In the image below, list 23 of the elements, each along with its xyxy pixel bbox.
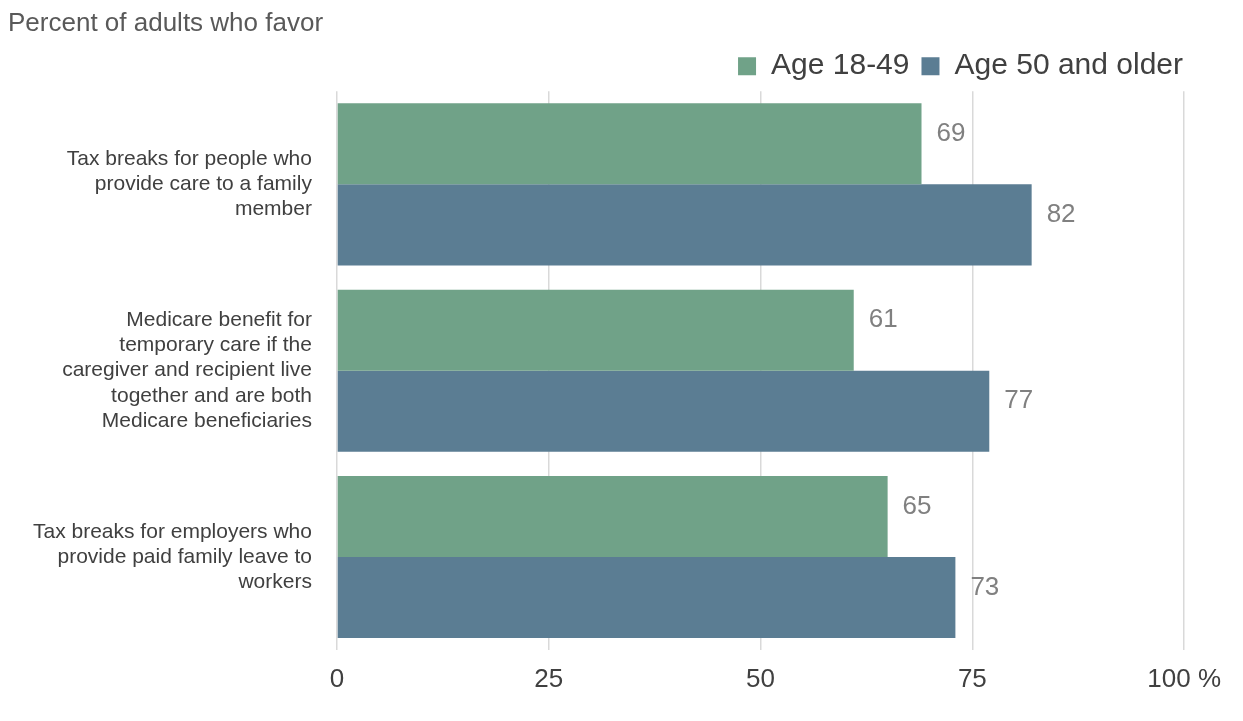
bar (337, 289, 854, 371)
data-label: 77 (1004, 384, 1034, 415)
x-tick-label: 0 (329, 662, 345, 693)
legend-label: Age 50 and older (954, 47, 1184, 81)
bar (337, 103, 922, 185)
x-tick-label: 50 (746, 662, 775, 693)
y-tick-label: Tax breaks for employers who provide paid family leave to workers (32, 518, 312, 593)
y-tick-label: Tax breaks for people who provide care to a family member (66, 145, 313, 220)
data-label: 69 (936, 117, 966, 148)
x-tick-label: 75 (957, 662, 987, 693)
data-label: 73 (970, 570, 1000, 601)
x-tick-label: 25 (534, 662, 564, 693)
data-label: 82 (1046, 198, 1076, 229)
x-tick-label: 100 % (1147, 662, 1222, 693)
bar (337, 475, 888, 558)
data-label: 65 (902, 489, 932, 520)
legend-label: Age 18-49 (771, 47, 910, 81)
data-label: 61 (868, 303, 898, 334)
bar (337, 557, 956, 639)
y-tick-label: Medicare benefit for temporary care if the caregiver and recipient live together and are both Medicare beneficiaries (62, 307, 312, 431)
bar (337, 184, 1032, 266)
bar (337, 370, 990, 452)
chart-title: Percent of adults who favor (8, 6, 324, 37)
